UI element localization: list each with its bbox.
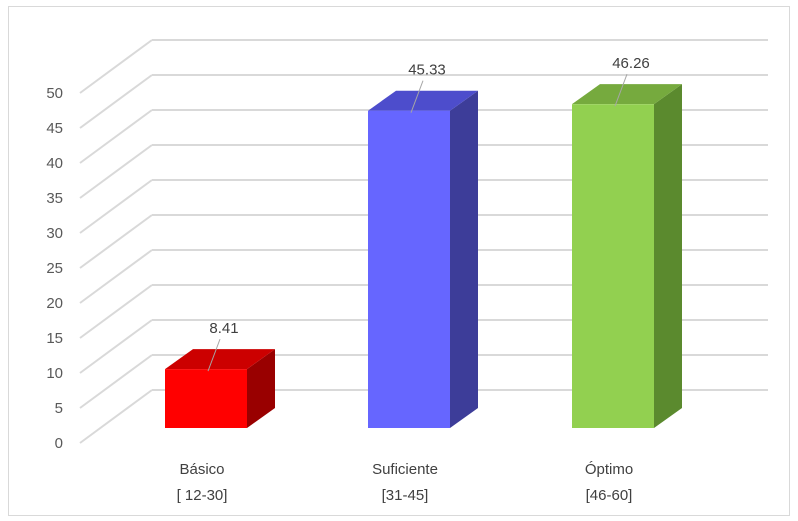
y-tick-label: 20 (46, 295, 63, 312)
gridline-diagonal (79, 354, 153, 409)
y-tick-label: 15 (46, 330, 63, 347)
gridline-diagonal (79, 144, 153, 199)
x-category-sublabel: [31-45] (382, 487, 429, 504)
x-category-sublabel: [46-60] (586, 487, 633, 504)
bar-top-face (368, 90, 478, 111)
gridline-diagonal (79, 39, 153, 94)
y-tick-label: 40 (46, 155, 63, 172)
x-category-label: Suficiente (372, 461, 438, 478)
y-tick-label: 5 (55, 400, 63, 417)
y-tick-label: 0 (55, 435, 63, 452)
bar-front-face (368, 110, 450, 428)
bar-front-face (165, 369, 247, 428)
bar-side-face (247, 349, 275, 428)
bar-side-face (450, 90, 478, 428)
gridline-diagonal (79, 179, 153, 234)
data-label-leader (614, 74, 628, 107)
gridline-diagonal (79, 249, 153, 304)
x-category-label: Básico (179, 461, 224, 478)
y-tick-label: 25 (46, 260, 63, 277)
data-label: 46.26 (612, 55, 650, 72)
gridline-diagonal (79, 389, 153, 444)
data-label: 45.33 (408, 62, 446, 79)
y-tick-label: 30 (46, 225, 63, 242)
data-label-leader (410, 80, 424, 113)
data-label-leader (207, 338, 221, 372)
y-tick-label: 35 (46, 190, 63, 207)
bar-side-face (654, 84, 682, 429)
gridline-diagonal (79, 74, 153, 129)
gridline-diagonal (79, 214, 153, 269)
gridline-diagonal (79, 319, 153, 374)
x-category-label: Óptimo (585, 461, 633, 478)
y-tick-label: 10 (46, 365, 63, 382)
y-tick-label: 50 (46, 85, 63, 102)
bar-top-face (572, 84, 682, 105)
x-category-sublabel: [ 12-30] (177, 487, 228, 504)
gridline-diagonal (79, 109, 153, 164)
data-label: 8.41 (209, 320, 238, 337)
y-tick-label: 45 (46, 120, 63, 137)
gridline-diagonal (79, 284, 153, 339)
bar-front-face (572, 104, 654, 429)
bar-top-face (165, 349, 275, 370)
